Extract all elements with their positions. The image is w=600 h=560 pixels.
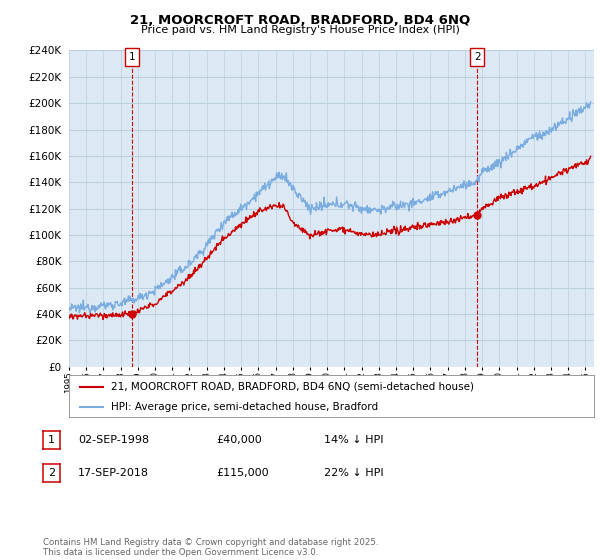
Text: Contains HM Land Registry data © Crown copyright and database right 2025.
This d: Contains HM Land Registry data © Crown c…: [43, 538, 379, 557]
Text: 1: 1: [129, 52, 136, 62]
Text: 17-SEP-2018: 17-SEP-2018: [78, 468, 149, 478]
Text: £40,000: £40,000: [216, 435, 262, 445]
Text: £115,000: £115,000: [216, 468, 269, 478]
Text: 21, MOORCROFT ROAD, BRADFORD, BD4 6NQ: 21, MOORCROFT ROAD, BRADFORD, BD4 6NQ: [130, 14, 470, 27]
Text: Price paid vs. HM Land Registry's House Price Index (HPI): Price paid vs. HM Land Registry's House …: [140, 25, 460, 35]
Text: 21, MOORCROFT ROAD, BRADFORD, BD4 6NQ (semi-detached house): 21, MOORCROFT ROAD, BRADFORD, BD4 6NQ (s…: [111, 382, 474, 392]
Text: 2: 2: [48, 468, 55, 478]
Text: 2: 2: [474, 52, 481, 62]
Text: 02-SEP-1998: 02-SEP-1998: [78, 435, 149, 445]
Text: 1: 1: [48, 435, 55, 445]
Text: 22% ↓ HPI: 22% ↓ HPI: [324, 468, 383, 478]
Text: HPI: Average price, semi-detached house, Bradford: HPI: Average price, semi-detached house,…: [111, 402, 378, 412]
Text: 14% ↓ HPI: 14% ↓ HPI: [324, 435, 383, 445]
